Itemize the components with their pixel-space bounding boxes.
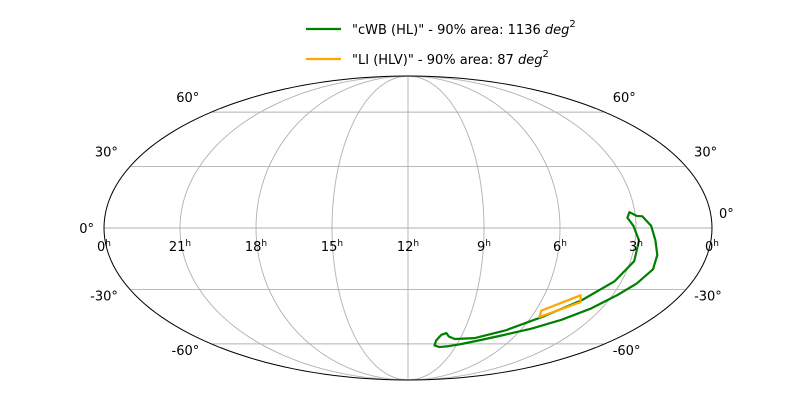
meridian-gridline bbox=[407, 75, 561, 381]
legend-label: "cWB (HL)" - 90% area: 1136 deg2 bbox=[352, 19, 576, 38]
y-tick-label-right: 0° bbox=[719, 207, 734, 222]
x-tick-label: 3h bbox=[629, 239, 643, 255]
series-contour bbox=[433, 211, 659, 349]
meridian-gridline bbox=[179, 75, 409, 381]
x-tick-label: 18h bbox=[245, 239, 267, 255]
y-tick-label-right: 30° bbox=[694, 146, 717, 161]
meridian-gridline bbox=[255, 75, 409, 381]
series-contour bbox=[538, 294, 582, 319]
meridian-gridline bbox=[407, 75, 637, 381]
mollweide-frame bbox=[103, 75, 713, 381]
y-tick-label-right: -30° bbox=[694, 289, 722, 304]
y-tick-label-left: -30° bbox=[90, 289, 118, 304]
x-tick-label: 12h bbox=[397, 239, 419, 255]
x-tick-label: 0h bbox=[97, 239, 111, 255]
legend-label: "LI (HLV)" - 90% area: 87 deg2 bbox=[352, 49, 549, 68]
y-tick-label-left: 60° bbox=[176, 91, 199, 106]
x-tick-label: 6h bbox=[553, 239, 567, 255]
legend: "cWB (HL)" - 90% area: 1136 deg2 "LI (HLV… bbox=[306, 19, 576, 68]
graticule bbox=[104, 75, 712, 381]
y-tick-label-left: 30° bbox=[95, 146, 118, 161]
y-tick-label-left: 0° bbox=[79, 222, 94, 237]
y-tick-label-right: -60° bbox=[613, 344, 641, 359]
x-tick-label: 9h bbox=[477, 239, 491, 255]
contour-series bbox=[433, 211, 659, 349]
y-tick-label-right: 60° bbox=[613, 91, 636, 106]
y-tick-label-left: -60° bbox=[172, 344, 200, 359]
x-tick-label: 15h bbox=[321, 239, 343, 255]
meridian-gridline bbox=[331, 75, 409, 381]
x-tick-label: 21h bbox=[169, 239, 191, 255]
x-tick-label: 0h bbox=[705, 239, 719, 255]
